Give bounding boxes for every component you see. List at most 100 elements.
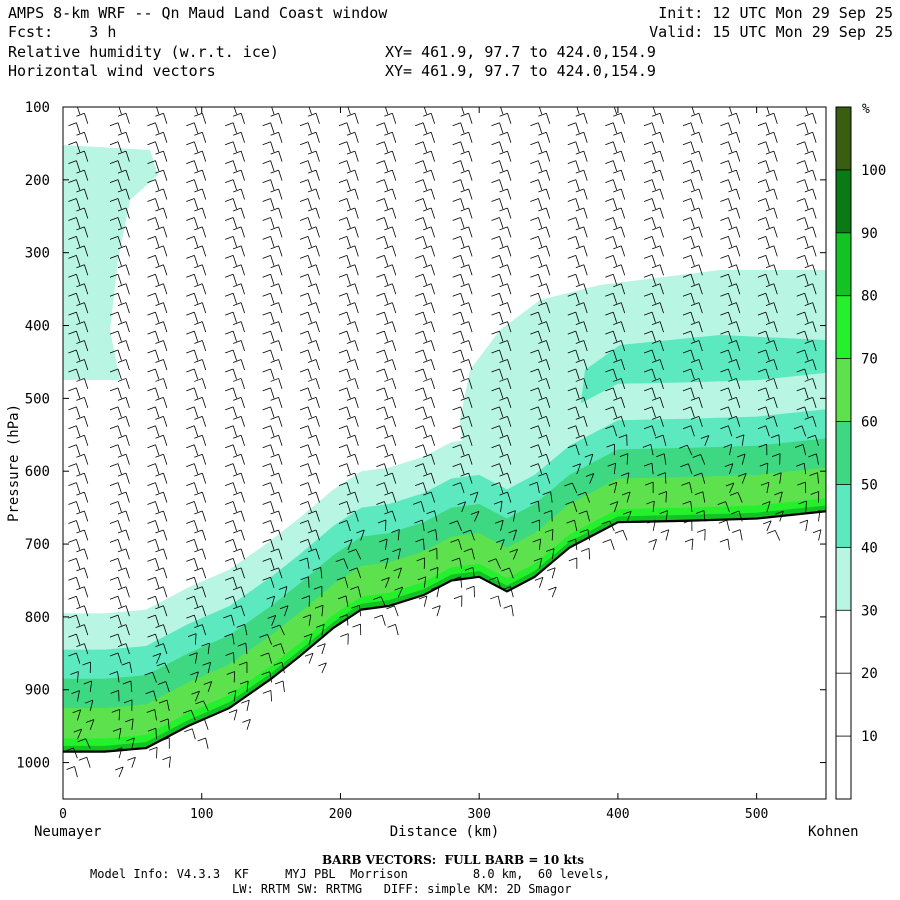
wind-barb-feather bbox=[338, 311, 348, 316]
wind-barb bbox=[765, 122, 770, 134]
wind-barb-feather bbox=[567, 387, 576, 392]
wind-barb-feather bbox=[757, 198, 767, 202]
wind-barb-feather bbox=[377, 519, 387, 524]
y-tick-label: 400 bbox=[25, 319, 50, 335]
wind-barb-feather bbox=[225, 141, 234, 146]
wind-barb bbox=[193, 122, 199, 134]
wind-barb-feather bbox=[117, 321, 127, 325]
y-tick-label: 600 bbox=[25, 464, 50, 480]
wind-barb bbox=[659, 283, 664, 295]
wind-barb-feather bbox=[384, 112, 393, 117]
wind-barb-feather bbox=[227, 690, 237, 694]
wind-barb-feather bbox=[117, 415, 127, 420]
wind-barb bbox=[422, 425, 428, 437]
wind-barb-feather bbox=[191, 690, 200, 695]
wind-barb-feather bbox=[503, 604, 512, 609]
wind-barb-feather bbox=[585, 473, 595, 477]
wind-barb-feather bbox=[384, 321, 393, 325]
wind-barb-feather bbox=[147, 330, 156, 335]
wind-barb bbox=[812, 113, 817, 124]
wind-barb-feather bbox=[68, 236, 77, 240]
wind-barb-feather bbox=[651, 207, 661, 212]
wind-barb-feather bbox=[384, 397, 393, 401]
wind-barb bbox=[201, 473, 207, 484]
wind-barb bbox=[84, 567, 89, 579]
wind-barb-feather bbox=[262, 107, 264, 108]
wind-barb bbox=[499, 255, 504, 266]
wind-barb bbox=[736, 416, 741, 427]
wind-barb bbox=[765, 406, 770, 418]
wind-barb-feather bbox=[76, 283, 85, 288]
wind-barb bbox=[736, 188, 741, 200]
wind-barb-feather bbox=[186, 141, 195, 146]
wind-barb bbox=[397, 529, 400, 541]
wind-barb bbox=[620, 302, 626, 314]
wind-barb-feather bbox=[384, 378, 393, 382]
wind-barb-feather bbox=[796, 406, 805, 411]
wind-barb bbox=[545, 132, 551, 143]
wind-barb bbox=[392, 416, 397, 427]
wind-barb-feather bbox=[76, 226, 85, 231]
wind-barb-feather bbox=[155, 340, 164, 344]
wind-barb bbox=[155, 349, 160, 361]
wind-barb-feather bbox=[194, 150, 203, 155]
wind-barb bbox=[690, 160, 695, 172]
wind-barb-feather bbox=[452, 236, 461, 240]
wind-barb bbox=[765, 387, 770, 399]
wind-barb bbox=[651, 463, 654, 475]
wind-barb-feather bbox=[147, 482, 156, 486]
wind-barb bbox=[499, 368, 504, 380]
wind-barb bbox=[194, 107, 199, 115]
wind-barb-feather bbox=[530, 368, 539, 373]
wind-barb-feather bbox=[82, 661, 91, 666]
wind-barb bbox=[193, 558, 199, 569]
wind-barb-feather bbox=[533, 557, 542, 562]
wind-barb-feather bbox=[423, 131, 432, 136]
wind-barb-feather bbox=[765, 245, 775, 250]
wind-barb bbox=[270, 539, 275, 551]
wind-barb bbox=[659, 151, 664, 162]
wind-barb bbox=[84, 283, 89, 295]
wind-barb-feather bbox=[538, 131, 547, 136]
wind-barb-feather bbox=[340, 633, 349, 637]
wind-barb bbox=[278, 359, 283, 371]
wind-barb bbox=[117, 236, 122, 247]
wind-barb bbox=[612, 122, 618, 134]
wind-barb-feather bbox=[565, 501, 574, 505]
wind-barb bbox=[420, 501, 425, 513]
wind-barb bbox=[468, 378, 473, 390]
wind-barb bbox=[232, 122, 237, 134]
wind-barb-feather bbox=[68, 179, 77, 183]
wind-barb-feather bbox=[73, 728, 82, 733]
wind-barb-feather bbox=[186, 501, 195, 505]
wind-barb-feather bbox=[452, 330, 461, 335]
wind-barb-feather bbox=[415, 160, 424, 165]
wind-barb bbox=[240, 397, 245, 408]
wind-barb-feather bbox=[690, 283, 700, 288]
wind-barb bbox=[240, 435, 245, 446]
wind-barb bbox=[125, 624, 130, 636]
wind-barb-feather bbox=[226, 671, 235, 675]
wind-barb bbox=[651, 160, 656, 172]
wind-barb-feather bbox=[488, 576, 498, 581]
colorbar-segment bbox=[836, 610, 851, 799]
wind-barb-feather bbox=[567, 368, 576, 373]
wind-barb-feather bbox=[155, 643, 164, 647]
wind-barb-feather bbox=[575, 283, 584, 288]
wind-barb bbox=[278, 302, 283, 314]
wind-barb bbox=[201, 548, 207, 560]
wind-barb bbox=[76, 425, 81, 437]
wind-barb bbox=[118, 728, 122, 740]
wind-barb-feather bbox=[299, 463, 309, 468]
wind-barb-feather bbox=[720, 254, 729, 259]
wind-barb bbox=[773, 321, 778, 333]
wind-barb-feather bbox=[278, 586, 288, 590]
wind-barb-feather bbox=[681, 481, 690, 486]
wind-barb bbox=[430, 340, 436, 352]
wind-barb-feather bbox=[376, 482, 385, 486]
wind-barb bbox=[575, 312, 580, 323]
wind-barb bbox=[739, 529, 743, 541]
wind-barb-feather bbox=[194, 491, 203, 496]
wind-barb bbox=[165, 681, 170, 693]
wind-barb-feather bbox=[538, 245, 547, 250]
